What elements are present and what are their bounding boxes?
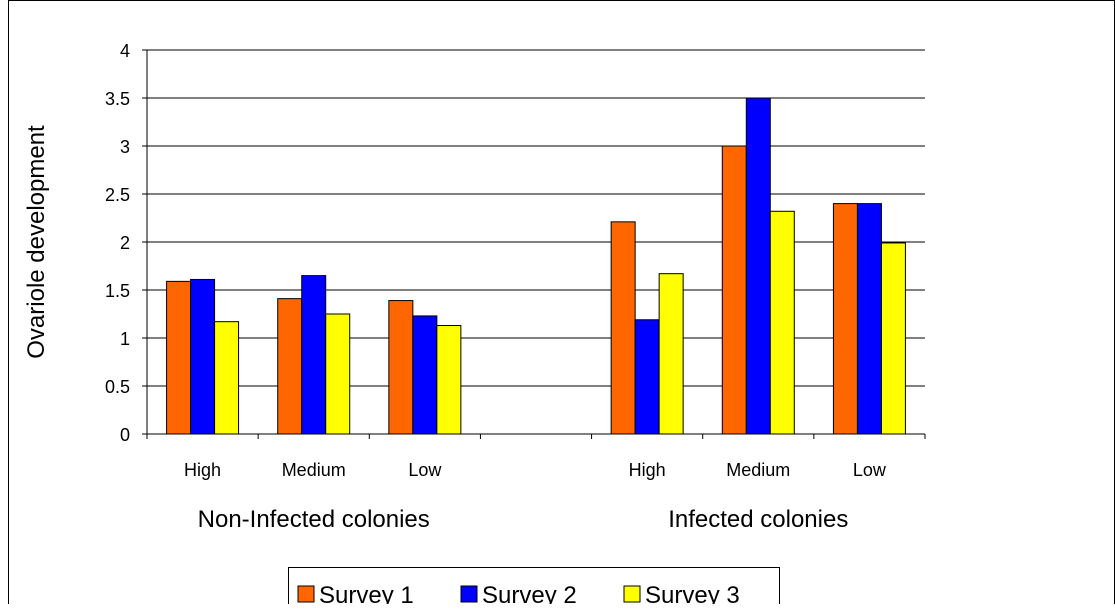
bar [388, 300, 414, 435]
bar [745, 97, 771, 435]
bar [634, 319, 660, 435]
y-tick-label: 1.5 [105, 281, 130, 301]
y-tick-label: 1 [120, 329, 130, 349]
y-tick-label: 2.5 [105, 185, 130, 205]
bars [166, 97, 906, 435]
bar [190, 278, 216, 435]
legend-swatch [297, 585, 315, 603]
group-label: Non-Infected colonies [198, 506, 430, 533]
bar [436, 325, 462, 435]
x-tick-label: High [184, 460, 221, 480]
x-tick-label: High [629, 460, 666, 480]
legend-entries: Survey 1 Survey 2 Survey 3 [297, 582, 740, 609]
y-tick-label: 4 [120, 41, 130, 61]
bar [412, 315, 438, 435]
legend-swatch [623, 585, 641, 603]
y-tick-label: 3.5 [105, 89, 130, 109]
bar [880, 242, 906, 435]
group-label: Infected colonies [668, 506, 848, 533]
y-tick-label: 3 [120, 137, 130, 157]
x-tick-label: Medium [282, 460, 346, 480]
bar [769, 210, 795, 435]
group-labels: Non-Infected colonies Infected colonies [198, 506, 849, 533]
y-tick-label: 0.5 [105, 377, 130, 397]
y-axis-title: Ovariole development [23, 125, 50, 359]
bar [325, 313, 351, 435]
legend-label: Survey 1 [319, 582, 414, 604]
bar [214, 321, 240, 435]
legend: Survey 1 Survey 2 Survey 3 [288, 567, 780, 609]
axes [142, 49, 926, 439]
gridlines [147, 49, 925, 387]
legend-label: Survey 2 [482, 582, 577, 604]
y-tick-labels: 0 0.5 1 1.5 2 2.5 3 3.5 4 [105, 41, 130, 445]
bar [277, 298, 303, 435]
x-tick-label: Low [408, 460, 442, 480]
y-tick-label: 2 [120, 233, 130, 253]
x-tick-labels: High Medium Low High Medium Low [184, 460, 887, 480]
bar [832, 203, 858, 435]
bar [658, 273, 684, 435]
bar [301, 275, 327, 435]
legend-swatch [460, 585, 478, 603]
legend-label: Survey 3 [645, 582, 740, 604]
x-tick-label: Medium [726, 460, 790, 480]
x-tick-label: Low [853, 460, 887, 480]
bar [610, 221, 636, 435]
bar [856, 203, 882, 435]
y-tick-label: 0 [120, 425, 130, 445]
bar [166, 280, 192, 435]
legend-box [288, 567, 780, 609]
bar [721, 145, 747, 435]
